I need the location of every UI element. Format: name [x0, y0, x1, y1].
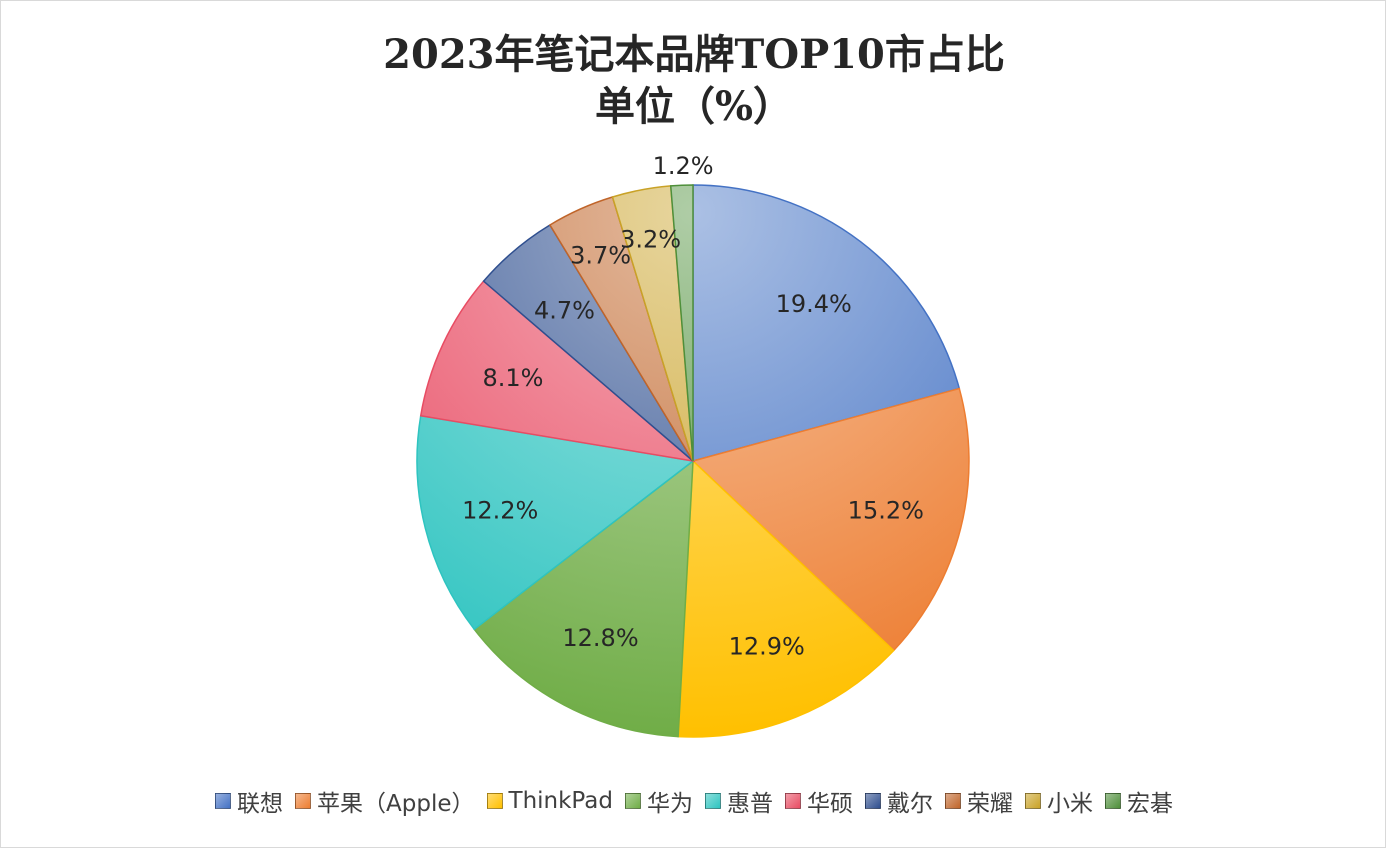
pie-data-labels: 19.4% 15.2% 12.9% 12.8% 12.2% 8.1% 4.7% 3.7%3.2…: [462, 152, 924, 660]
legend-label-6: 戴尔: [886, 791, 933, 817]
legend-swatch-7: [944, 793, 961, 809]
legend-swatch-3: [624, 793, 641, 809]
data-label-1: 15.2%: [848, 496, 924, 524]
data-label-8: 3.2%: [620, 226, 681, 254]
legend-label-9: 宏碁: [1126, 791, 1173, 817]
legend-swatch-2: [486, 793, 503, 809]
legend-item-4: 惠普: [704, 784, 773, 818]
legend-item-7: 荣耀: [944, 784, 1013, 818]
data-label-5: 8.1%: [483, 364, 544, 392]
legend-item-1: 苹果（Apple）: [295, 784, 475, 818]
chart-subtitle: 单位（%）: [594, 83, 793, 130]
legend-label-0: 联想: [237, 791, 284, 817]
legend-swatch-0: [215, 793, 232, 809]
legend-swatch-4: [704, 793, 721, 809]
legend-swatch-1: [295, 793, 312, 809]
legend-item-3: 华为: [624, 784, 693, 818]
legend-item-2: ThinkPad: [486, 788, 613, 814]
legend-label-2: ThinkPad: [508, 788, 613, 814]
pie-slice-0: [692, 184, 961, 462]
data-label-3: 12.8%: [562, 624, 638, 652]
data-label-0: 19.4%: [776, 290, 852, 318]
legend-label-5: 华硕: [806, 791, 853, 817]
legend-label-7: 荣耀: [966, 791, 1013, 817]
legend-swatch-9: [1104, 793, 1121, 809]
data-label-4: 12.2%: [462, 496, 538, 524]
pie-slices: [416, 184, 970, 738]
data-label-6: 4.7%: [534, 296, 595, 324]
pie-slice-1: [691, 387, 970, 652]
legend-item-5: 华硕: [784, 784, 853, 818]
legend-swatch-5: [784, 793, 801, 809]
legend-item-0: 联想: [215, 784, 283, 818]
pie-slice-9: [669, 184, 694, 462]
legend-item-8: 小米: [1024, 784, 1093, 818]
data-label-7: 3.7%: [570, 241, 631, 269]
legend-item-6: 戴尔: [864, 784, 933, 818]
legend-swatch-6: [864, 793, 881, 809]
legend-item-9: 宏碁: [1104, 784, 1173, 818]
legend-label-3: 华为: [646, 791, 693, 817]
data-label-2: 12.9%: [729, 633, 805, 661]
legend-label-1: 苹果（Apple）: [317, 791, 475, 817]
pie-slice-2: [677, 459, 895, 738]
data-label-9: 1.2%: [653, 152, 714, 180]
chart-title: 2023年笔记本品牌TOP10市占比: [383, 31, 1005, 78]
legend-label-8: 小米: [1046, 791, 1093, 817]
legend-label-4: 惠普: [726, 791, 773, 817]
chart-title-block: 2023年笔记本品牌TOP10市占比 单位（%）: [1, 29, 1386, 133]
pie-slice-5: [419, 280, 696, 463]
pie-slice-4: [416, 414, 695, 631]
pie-slice-3: [473, 459, 694, 738]
legend-swatch-8: [1024, 793, 1041, 809]
chart-legend: 联想 苹果（Apple） ThinkPad 华为 惠普 华硕 戴尔 荣耀 小米 宏碁: [1, 781, 1386, 821]
